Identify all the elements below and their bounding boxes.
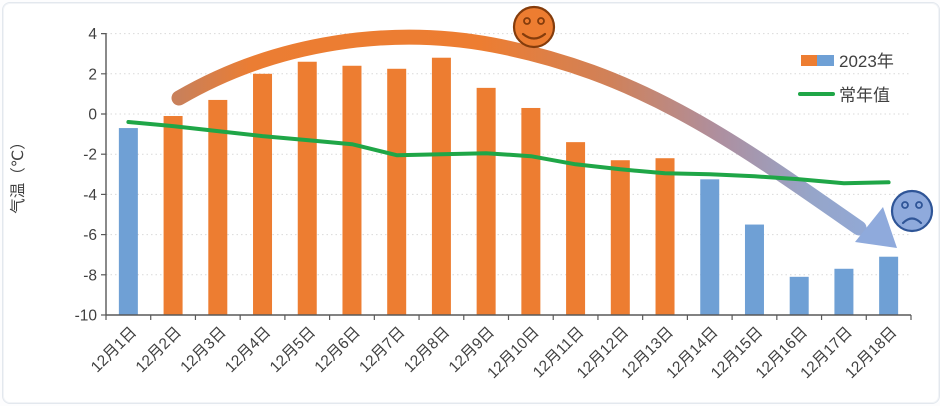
sad-face-eye	[901, 201, 909, 209]
bar-day-17	[834, 268, 854, 315]
legend-label-2023: 2023年	[839, 52, 894, 71]
x-tick-label-day-5: 12月5日	[267, 324, 319, 376]
x-tick-label-day-7: 12月7日	[356, 324, 408, 376]
bar-day-10	[521, 107, 541, 315]
bar-day-4	[253, 73, 273, 315]
bar-day-14	[700, 179, 720, 315]
y-axis-title: 气温（℃）	[9, 134, 27, 213]
bar-day-16	[789, 276, 809, 315]
bar-day-6	[342, 65, 362, 315]
bar-day-13	[655, 158, 675, 315]
sad-face-head	[890, 189, 934, 233]
x-tick-label-day-4: 12月4日	[222, 324, 274, 376]
sad-face-icon	[890, 189, 934, 233]
happy-face-eye	[523, 17, 531, 25]
happy-face-smile	[521, 32, 547, 40]
legend-swatch-blue	[817, 55, 834, 66]
trend-arrow-icon	[171, 29, 897, 248]
legend-label-normal: 常年值	[839, 86, 890, 105]
y-tick-label-2: 2	[88, 66, 97, 83]
x-tick-label-day-3: 12月3日	[177, 324, 229, 376]
happy-face-head	[512, 5, 556, 49]
legend-swatch-orange	[801, 55, 817, 66]
bar-day-2	[163, 116, 183, 315]
happy-face-eye	[537, 17, 545, 25]
bar-day-18	[879, 256, 899, 315]
y-tick-label-0: 0	[88, 107, 97, 124]
bar-day-1	[118, 128, 138, 315]
bar-series-2023	[118, 57, 899, 316]
y-tick-label--8: -8	[83, 267, 97, 284]
x-tick-label-day-8: 12月8日	[401, 324, 453, 376]
x-tick-labels: 12月1日12月2日12月3日12月4日12月5日12月6日12月7日12月8日…	[88, 324, 901, 382]
bar-day-5	[297, 61, 317, 315]
bar-day-9	[476, 87, 496, 316]
bar-day-8	[431, 57, 451, 315]
y-tick-label--6: -6	[83, 227, 97, 244]
gridlines	[106, 33, 911, 276]
trend-arrow-shaft	[171, 29, 867, 236]
bar-day-7	[387, 68, 407, 316]
x-tick-label-day-1: 12月1日	[88, 324, 140, 376]
temperature-chart: 420-2-4-6-8-1012月1日12月2日12月3日12月4日12月5日1…	[9, 5, 934, 382]
axes	[101, 32, 912, 320]
y-tick-labels: 4 2 0 -2 -4 -6 -8 -10	[75, 26, 98, 324]
x-tick-label-day-6: 12月6日	[312, 324, 364, 376]
happy-face-icon	[512, 5, 556, 49]
trend-arrow-head	[855, 207, 897, 248]
bar-day-15	[744, 224, 764, 315]
normal-value-line	[126, 120, 891, 186]
y-tick-label--10: -10	[75, 308, 98, 325]
bar-day-11	[566, 142, 586, 315]
y-tick-label--2: -2	[83, 147, 97, 164]
y-tick-label-4: 4	[88, 26, 97, 43]
sad-face-frown	[901, 217, 923, 225]
y-tick-label--4: -4	[83, 187, 97, 204]
x-tick-label-day-2: 12月2日	[133, 324, 185, 376]
bar-day-3	[208, 99, 228, 316]
sad-face-eye	[915, 201, 923, 209]
bar-day-12	[610, 160, 630, 315]
